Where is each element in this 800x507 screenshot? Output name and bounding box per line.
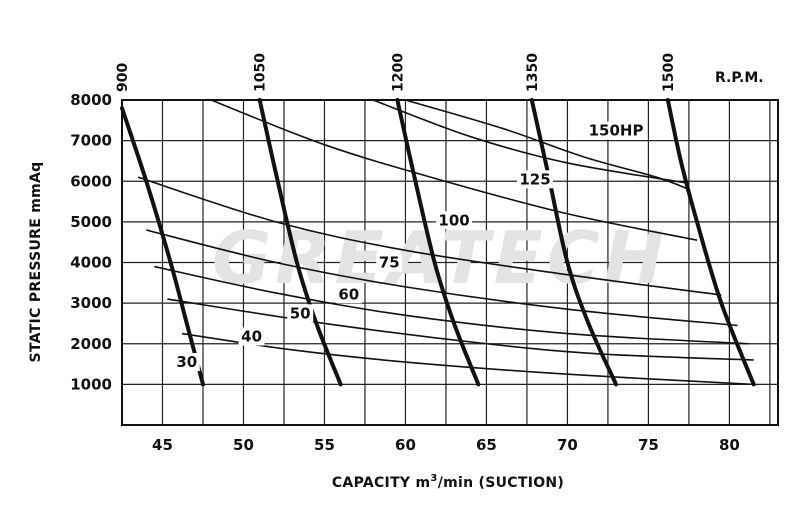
hp-label-bg [287, 304, 314, 323]
hp-label-bg [238, 327, 265, 346]
hp-label-bg [376, 253, 403, 272]
horsepower-curves [137, 99, 754, 386]
rpm-label-1050: 1050 [253, 53, 269, 92]
x-tick-label: 55 [314, 436, 335, 454]
x-tick-label: 45 [152, 436, 173, 454]
x-axis-title-tail: /min (SUCTION) [438, 475, 564, 491]
hp-label-bg [436, 211, 473, 230]
hp-label-bg [173, 353, 200, 372]
rpm-curve-1050 [257, 98, 343, 387]
y-tick-label: 6000 [70, 172, 112, 190]
hp-curve-75 [137, 176, 722, 296]
x-tick-label: 75 [638, 436, 659, 454]
hp-label-bg [335, 285, 362, 304]
rpm-curves [120, 98, 756, 387]
x-tick-label: 80 [719, 436, 740, 454]
y-tick-label: 4000 [70, 254, 112, 272]
x-tick-label: 60 [395, 436, 416, 454]
hp-label-30: 30 [176, 353, 197, 371]
hp-curve-125 [372, 99, 690, 185]
rpm-curve-900 [120, 106, 205, 387]
plot-frame [121, 99, 779, 426]
hp-label-125: 125 [519, 170, 550, 188]
y-tick-label: 8000 [70, 91, 112, 109]
hp-label-100: 100 [438, 211, 469, 229]
hp-curve-60 [146, 229, 738, 327]
hp-label-bg [517, 170, 554, 189]
rpm-label-1350: 1350 [525, 53, 541, 92]
rpm-curve-1350 [529, 98, 619, 387]
x-axis-title: CAPACITY m3/min (SUCTION) [332, 473, 564, 491]
y-tick-label: 7000 [70, 132, 112, 150]
y-tick-label: 3000 [70, 294, 112, 312]
tick-labels: 45 50 55 60 65 70 75 80 1000 2000 3000 4000 5000 6000… [70, 91, 740, 454]
hp-label-75: 75 [379, 254, 400, 272]
rpm-curve-1500 [665, 98, 756, 387]
y-axis-title: STATIC PRESSURE mmAq [28, 162, 44, 363]
hp-label-40: 40 [241, 328, 262, 346]
x-tick-label: 65 [476, 436, 497, 454]
curve-labels: 30 40 50 60 75 100 125 150HP 900 1050 1200 1350 1500 [115, 53, 677, 372]
rpm-label-900: 900 [115, 63, 131, 92]
x-tick-label: 70 [557, 436, 578, 454]
x-tick-label: 50 [233, 436, 254, 454]
hp-label-150HP: 150HP [589, 122, 644, 140]
hp-label-60: 60 [338, 285, 359, 303]
hp-curve-30 [181, 332, 754, 386]
hp-curve-40 [167, 298, 754, 361]
hp-curve-100 [210, 99, 698, 241]
hp-curve-50 [154, 265, 749, 345]
rpm-label-1200: 1200 [390, 53, 406, 92]
hp-label-bg [588, 121, 645, 140]
y-tick-label: 1000 [70, 375, 112, 393]
x-axis-title-sup: 3 [430, 473, 437, 484]
top-axis-unit: R.P.M. [715, 70, 764, 86]
rpm-label-1500: 1500 [661, 53, 677, 92]
y-tick-label: 2000 [70, 335, 112, 353]
y-tick-label: 5000 [70, 213, 112, 231]
hp-label-50: 50 [290, 304, 311, 322]
x-axis-title-main: CAPACITY m [332, 475, 431, 491]
rpm-curve-1200 [395, 98, 481, 387]
hp-curve-150HP [405, 99, 690, 191]
